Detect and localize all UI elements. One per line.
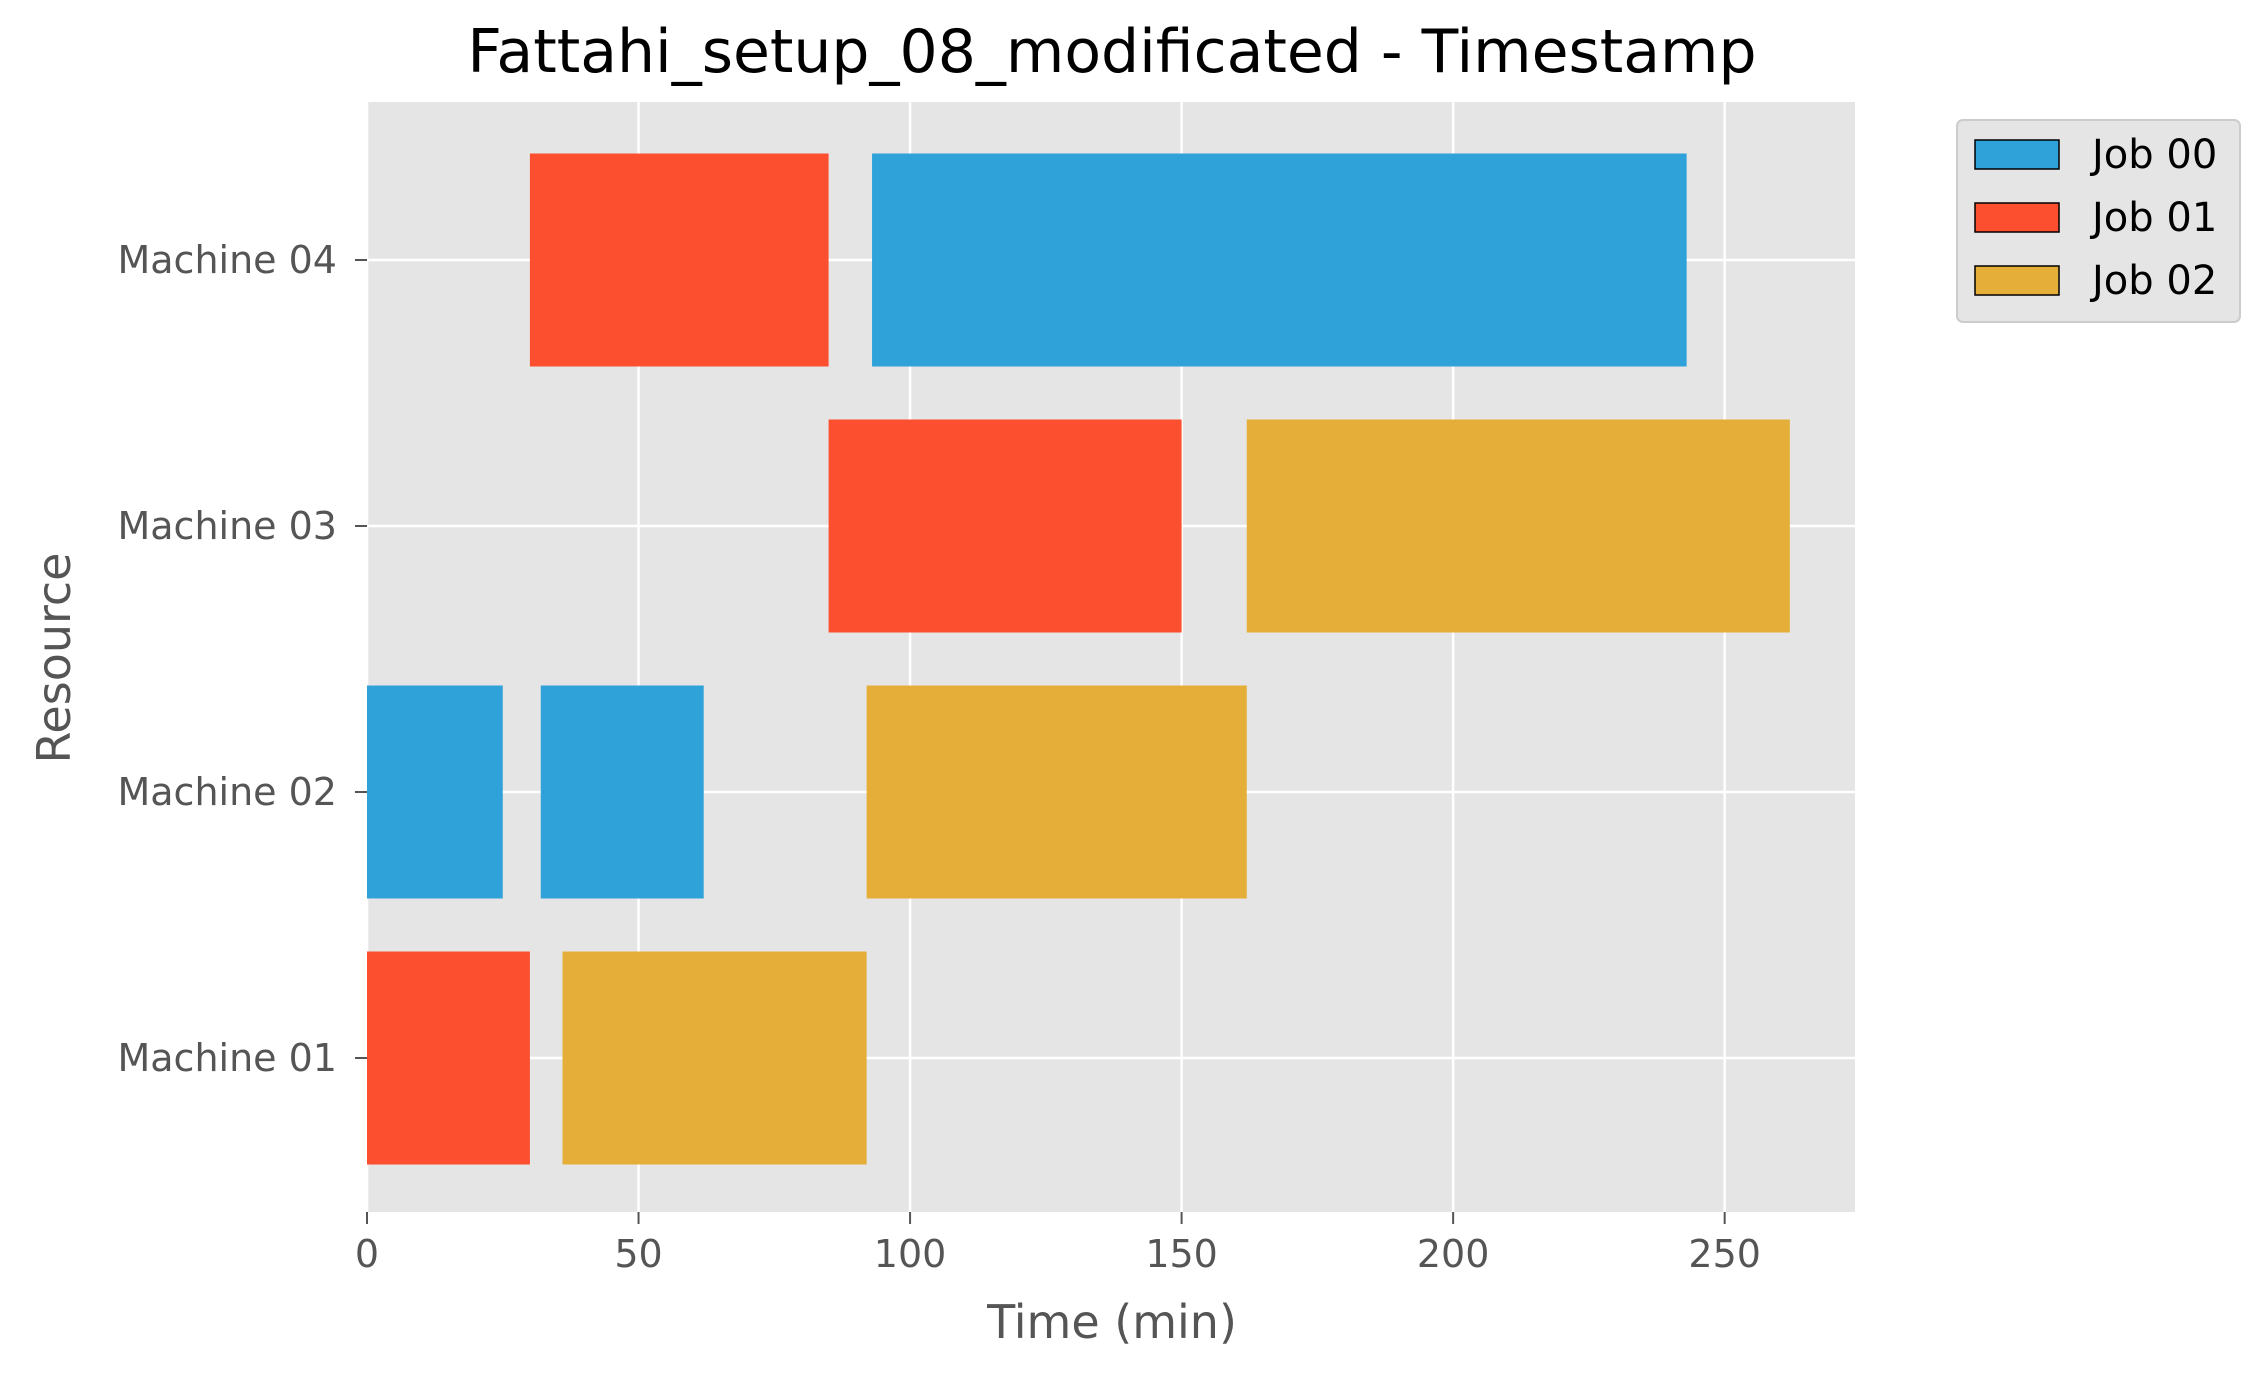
legend-label: Job 01 <box>2089 195 2217 241</box>
legend: Job 00 Job 01 Job 02 <box>1956 119 2241 323</box>
legend-swatch <box>1974 139 2060 170</box>
x-tick-label: 200 <box>1417 1232 1490 1276</box>
task-bar-job-02 <box>1246 419 1790 633</box>
y-tick-label: Machine 03 <box>117 504 337 548</box>
y-axis: Machine 01 Machine 02 Machine 03 Machine 04 <box>117 238 367 1080</box>
task-bar-job-00 <box>540 685 704 899</box>
task-bars <box>367 153 1790 1165</box>
task-bar-job-01 <box>367 951 530 1165</box>
x-tick-label: 0 <box>355 1232 379 1276</box>
y-axis-label: Resource <box>27 553 81 764</box>
task-bar-job-02 <box>866 685 1247 899</box>
y-tick-label: Machine 04 <box>117 238 337 282</box>
legend-swatch <box>1974 202 2060 233</box>
legend-label: Job 02 <box>2089 258 2217 304</box>
task-bar-job-00 <box>872 153 1687 367</box>
task-bar-job-01 <box>529 153 829 367</box>
y-tick-label: Machine 01 <box>117 1036 337 1080</box>
x-tick-label: 150 <box>1145 1232 1218 1276</box>
task-bar-job-01 <box>828 419 1182 633</box>
y-tick-label: Machine 02 <box>117 770 337 814</box>
x-axis: 0 50 100 150 200 250 <box>355 1212 1761 1276</box>
legend-label: Job 00 <box>2089 132 2217 178</box>
task-bar-job-02 <box>562 951 867 1165</box>
task-bar-job-00 <box>367 685 503 899</box>
x-axis-label: Time (min) <box>986 1295 1237 1349</box>
x-tick-label: 50 <box>614 1232 662 1276</box>
x-tick-label: 250 <box>1688 1232 1761 1276</box>
legend-swatch <box>1974 265 2060 296</box>
chart-title: Fattahi_setup_08_modificated - Timestamp <box>467 17 1756 87</box>
x-tick-label: 100 <box>874 1232 947 1276</box>
